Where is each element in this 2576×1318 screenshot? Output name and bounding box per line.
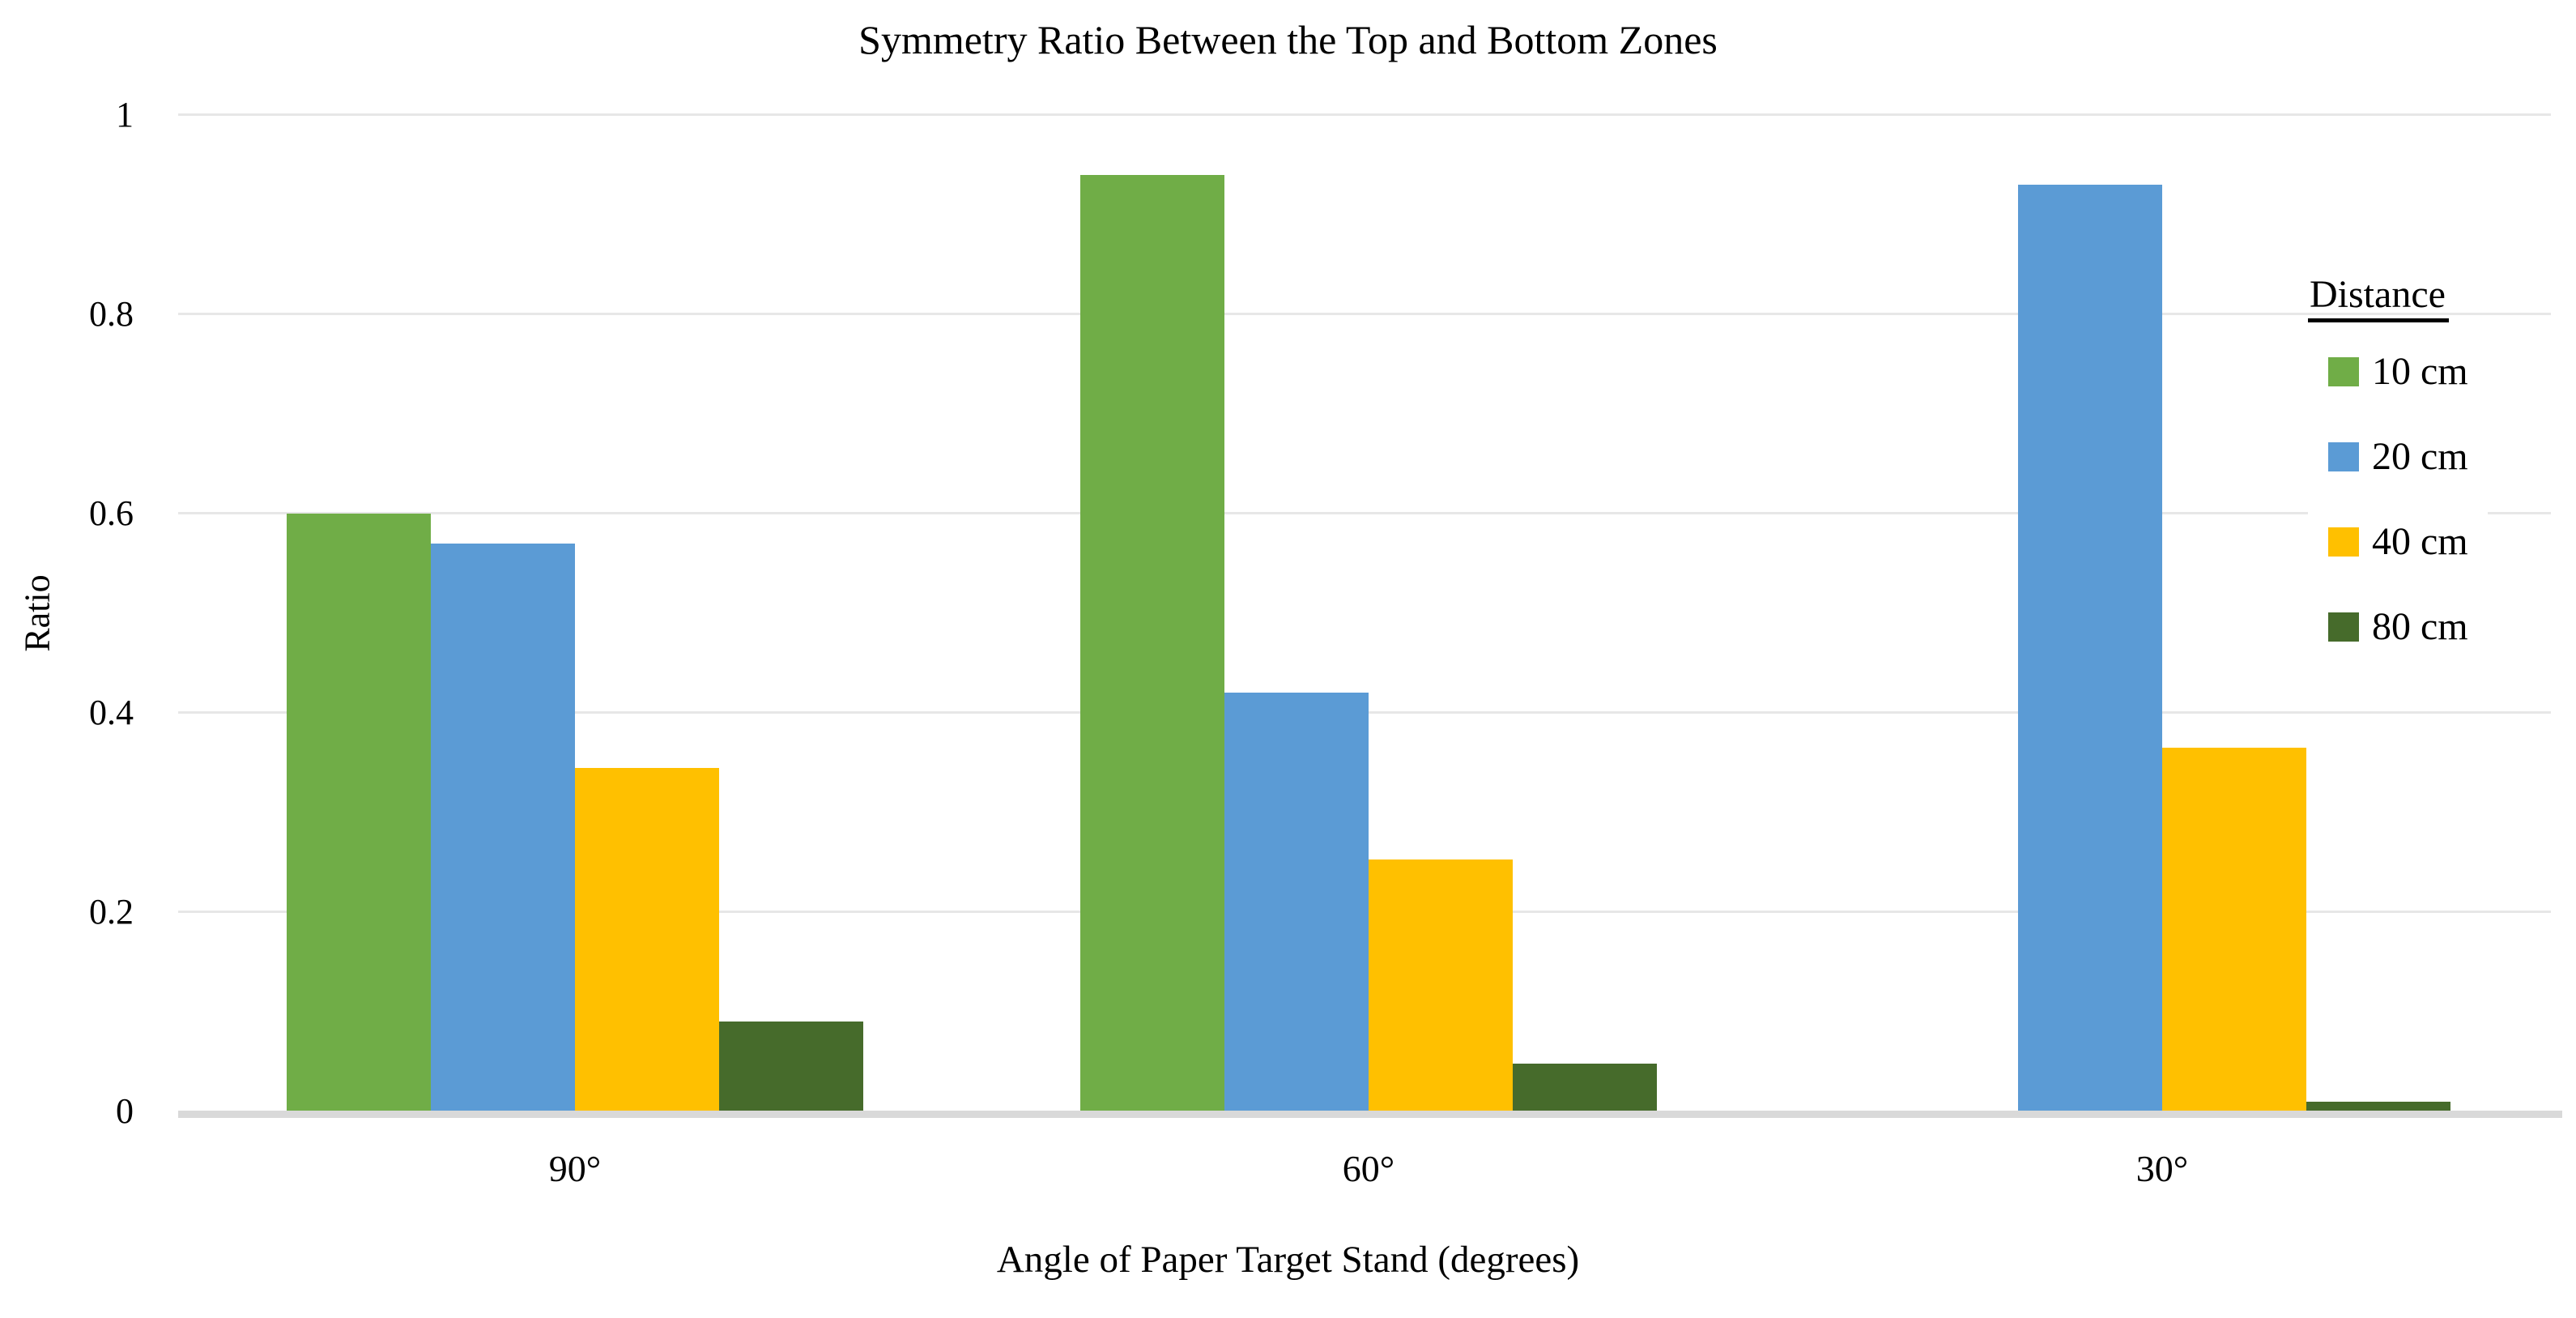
bar-60deg-40cm [1369,859,1513,1111]
x-axis-title: Angle of Paper Target Stand (degrees) [996,1239,1580,1281]
x-axis-line [178,1111,2562,1118]
legend-item: 80 cm [2328,584,2468,669]
legend-item: 10 cm [2328,329,2468,414]
x-tick-label: 60° [1342,1148,1395,1189]
x-tick-label: 30° [2135,1148,2189,1189]
bar-60deg-80cm [1513,1063,1657,1111]
legend-items: 10 cm 20 cm 40 cm 80 cm [2308,329,2488,670]
legend-label: 20 cm [2372,434,2468,478]
bar-30deg-80cm [2306,1101,2450,1111]
y-tick-label: 0.2 [89,892,134,932]
legend-swatch [2328,356,2359,386]
x-axis-tick-labels: 90° 60° 30° [178,1150,2559,1199]
gridline [178,113,2551,116]
legend-title: Distance [2308,272,2449,323]
y-tick-label: 0.4 [89,693,134,732]
legend: Distance 10 cm 20 cm 40 cm 80 cm [2308,272,2488,670]
legend-item: 20 cm [2328,414,2468,499]
x-tick-label: 90° [548,1148,602,1189]
bars [178,115,2559,1111]
legend-label: 80 cm [2372,604,2468,648]
y-tick-label: 1 [116,95,134,134]
bar-60deg-20cm [1224,693,1369,1111]
y-tick-label: 0 [116,1091,134,1131]
bar-90deg-20cm [431,543,575,1111]
plot-area [178,113,2559,1111]
legend-item: 40 cm [2328,499,2468,584]
gridline [178,313,2551,315]
bar-60deg-10cm [1080,174,1224,1111]
gridline [178,512,2551,514]
bar-30deg-20cm [2018,185,2162,1111]
y-axis-tick-labels: 0 0.2 0.4 0.6 0.8 1 [32,97,134,1129]
bar-90deg-10cm [287,514,431,1111]
chart-title: Symmetry Ratio Between the Top and Botto… [858,17,1718,62]
bar-90deg-40cm [575,767,719,1111]
bar-90deg-80cm [719,1022,863,1111]
bar-30deg-40cm [2162,748,2306,1111]
legend-label: 10 cm [2372,349,2468,393]
y-tick-label: 0.6 [89,493,134,533]
legend-swatch [2328,527,2359,557]
legend-swatch [2328,612,2359,642]
legend-swatch [2328,441,2359,471]
legend-label: 40 cm [2372,519,2468,563]
y-tick-label: 0.8 [89,294,134,334]
